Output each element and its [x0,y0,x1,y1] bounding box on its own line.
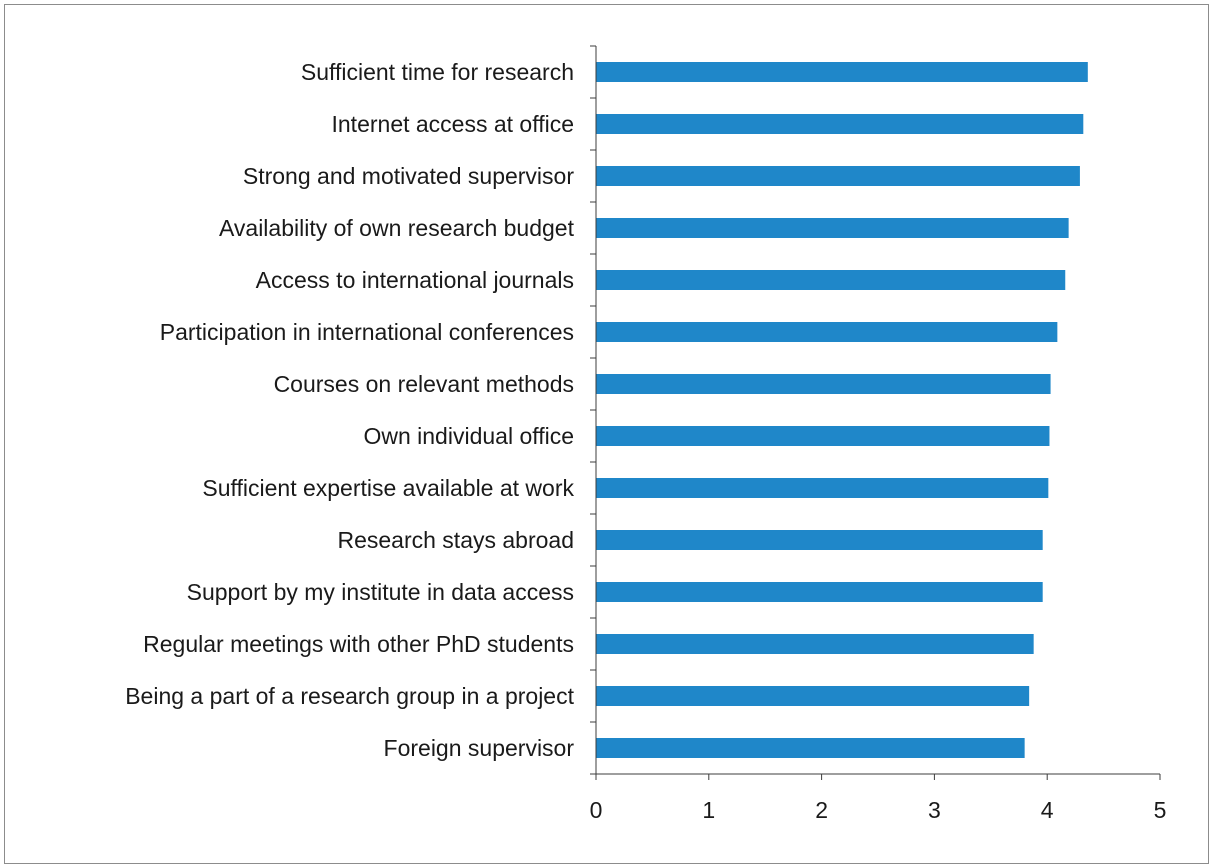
chart-frame: Sufficient time for research Internet acc… [4,4,1209,864]
bar-3 [596,218,1069,238]
category-label-6: Courses on relevant methods [274,371,574,397]
category-label-1: Internet access at office [332,111,575,137]
category-label-4: Access to international journals [256,267,574,293]
bar-9 [596,530,1043,550]
axes-group: 0 1 2 3 4 5 [590,45,1167,823]
bar-1 [596,114,1084,134]
bars-group [596,62,1088,758]
category-label-12: Being a part of a research group in a pr… [125,683,574,709]
category-label-3: Availability of own research budget [219,215,575,241]
category-label-9: Research stays abroad [337,527,574,553]
bar-6 [596,374,1051,394]
category-label-5: Participation in international conferenc… [160,319,574,345]
bar-chart: Sufficient time for research Internet acc… [125,45,1167,823]
category-label-13: Foreign supervisor [384,735,575,761]
category-labels-group: Sufficient time for research Internet acc… [125,59,574,761]
x-tick-label-0: 0 [590,797,603,823]
category-label-10: Support by my institute in data access [187,579,574,605]
bar-5 [596,322,1058,342]
category-label-2: Strong and motivated supervisor [243,163,574,189]
category-label-11: Regular meetings with other PhD students [143,631,574,657]
category-label-7: Own individual office [363,423,574,449]
bar-4 [596,270,1066,290]
bar-0 [596,62,1088,82]
bar-2 [596,166,1080,186]
x-tick-label-4: 4 [1041,797,1054,823]
bar-10 [596,582,1043,602]
x-tick-label-3: 3 [928,797,941,823]
bar-7 [596,426,1050,446]
category-label-8: Sufficient expertise available at work [202,475,574,501]
x-tick-label-1: 1 [702,797,715,823]
x-tick-label-5: 5 [1154,797,1167,823]
x-tick-label-2: 2 [815,797,828,823]
bar-8 [596,478,1049,498]
bar-12 [596,686,1030,706]
bar-13 [596,738,1025,758]
bar-11 [596,634,1034,654]
category-label-0: Sufficient time for research [301,59,574,85]
